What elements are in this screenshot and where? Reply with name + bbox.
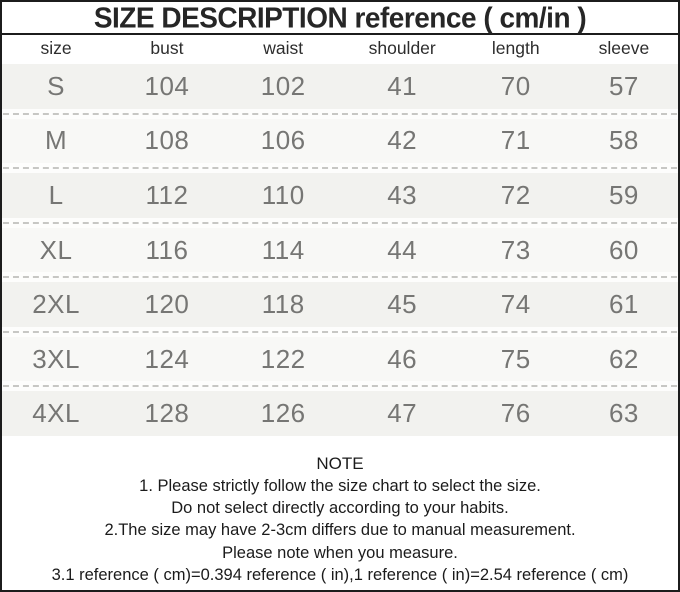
dashed-line	[3, 167, 677, 170]
cell-shoulder: 47	[387, 398, 418, 429]
cell-shoulder: 42	[387, 125, 418, 156]
column-header-waist: waist	[263, 38, 304, 58]
row-separator	[2, 163, 678, 174]
cell-shoulder: 41	[387, 70, 418, 101]
cell-sleeve: 59	[608, 179, 639, 210]
row-separator	[2, 217, 678, 228]
table-row-xl: XL 116 114 44 73 60	[2, 227, 678, 273]
column-header-shoulder: shoulder	[368, 38, 436, 58]
cell-shoulder: 46	[387, 343, 418, 374]
cell-waist: 122	[260, 343, 306, 374]
cell-sleeve: 63	[608, 398, 639, 429]
row-separator	[2, 108, 678, 119]
cell-length: 72	[500, 179, 531, 210]
dashed-line	[3, 330, 677, 333]
row-separator	[2, 326, 678, 337]
table-row-2xl: 2XL 120 118 45 74 61	[2, 282, 678, 327]
cell-length: 73	[500, 234, 531, 265]
cell-waist: 106	[260, 125, 306, 156]
dashed-line	[3, 112, 677, 115]
table-row-l: L 112 110 43 72 59	[2, 173, 678, 218]
column-header-size: size	[40, 38, 72, 58]
cell-length: 76	[500, 398, 531, 429]
table-row-3xl: 3XL 124 122 46 75 62	[2, 336, 678, 382]
cell-length: 75	[500, 343, 531, 374]
cell-size: 3XL	[32, 343, 80, 374]
cell-size: XL	[39, 234, 73, 265]
note-line-2: Do not select directly according to your…	[171, 499, 509, 518]
cell-size: 2XL	[32, 289, 80, 320]
table-row-m: M 108 106 42 71 58	[2, 118, 678, 164]
table-row-s: S 104 102 41 70 57	[2, 64, 678, 109]
cell-shoulder: 45	[387, 289, 418, 320]
dashed-line	[3, 276, 677, 279]
cell-waist: 110	[261, 179, 305, 210]
dashed-line	[3, 221, 677, 224]
cell-bust: 104	[144, 70, 190, 101]
cell-sleeve: 62	[608, 343, 639, 374]
cell-shoulder: 44	[387, 234, 418, 265]
cell-sleeve: 61	[608, 289, 639, 320]
cell-bust: 112	[145, 179, 189, 210]
note-section: NOTE 1. Please strictly follow the size …	[2, 436, 678, 590]
page-title: SIZE DESCRIPTION reference ( cm/in )	[93, 0, 587, 34]
cell-waist: 126	[260, 398, 306, 429]
column-header-bust: bust	[150, 38, 184, 58]
cell-sleeve: 58	[608, 125, 639, 156]
size-table: S 104 102 41 70 57 M 108 106 42 71 58 L …	[2, 62, 678, 437]
cell-size: 4XL	[32, 398, 80, 429]
row-separator	[2, 381, 678, 392]
table-row-4xl: 4XL 128 126 47 76 63	[2, 391, 678, 437]
cell-bust: 108	[144, 125, 190, 156]
cell-shoulder: 43	[387, 179, 418, 210]
cell-size: L	[48, 179, 64, 210]
cell-bust: 116	[145, 234, 189, 265]
note-line-1: 1. Please strictly follow the size chart…	[139, 477, 541, 495]
note-line-3: 2.The size may have 2-3cm differs due to…	[104, 521, 576, 540]
column-header-length: length	[491, 38, 540, 58]
note-heading: NOTE	[316, 454, 364, 473]
cell-waist: 102	[260, 70, 306, 101]
cell-bust: 128	[144, 398, 190, 429]
cell-length: 70	[500, 70, 531, 101]
cell-sleeve: 57	[608, 70, 639, 101]
note-line-5: 3.1 reference ( cm)=0.394 reference ( in…	[51, 565, 629, 584]
cell-size: S	[47, 70, 65, 101]
cell-bust: 120	[144, 289, 190, 320]
cell-sleeve: 60	[608, 234, 639, 265]
dashed-line	[3, 385, 677, 388]
cell-length: 74	[500, 289, 531, 320]
cell-length: 71	[500, 125, 531, 156]
column-header-sleeve: sleeve	[598, 38, 650, 58]
cell-waist: 114	[261, 234, 305, 265]
note-line-4: Please note when you measure.	[222, 543, 458, 562]
cell-bust: 124	[144, 343, 190, 374]
cell-waist: 118	[261, 289, 305, 320]
cell-size: M	[44, 125, 68, 156]
title-bar: SIZE DESCRIPTION reference ( cm/in )	[2, 2, 678, 35]
table-header-row: size bust waist shoulder length sleeve	[2, 35, 678, 62]
row-separator	[2, 272, 678, 283]
